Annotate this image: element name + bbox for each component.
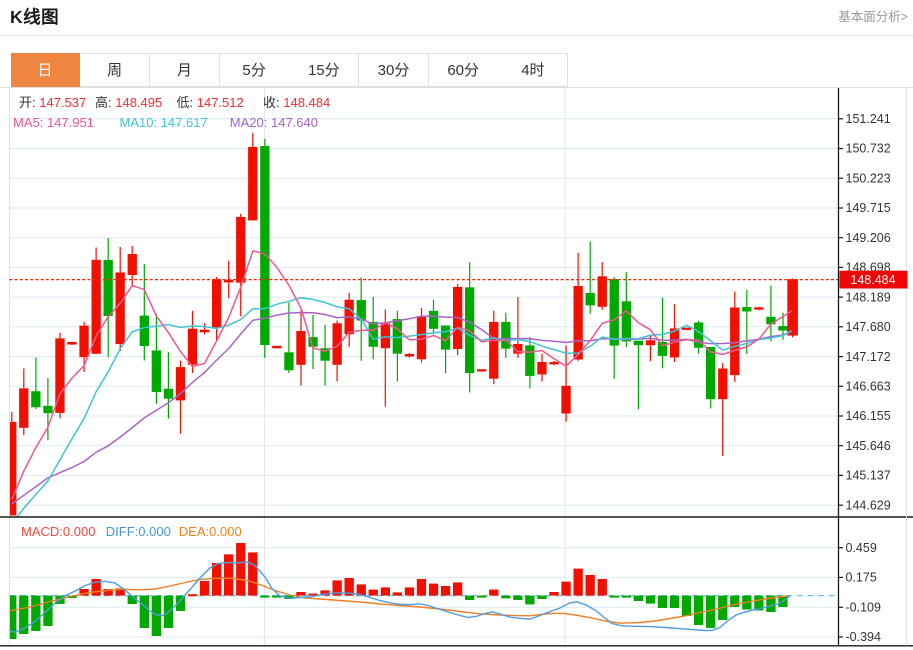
svg-text:148.189: 148.189 xyxy=(846,290,891,304)
svg-text:151.241: 151.241 xyxy=(846,112,891,126)
svg-text:149.206: 149.206 xyxy=(846,231,891,245)
svg-text:147.680: 147.680 xyxy=(846,320,891,334)
svg-text:0.175: 0.175 xyxy=(846,571,877,585)
svg-text:145.137: 145.137 xyxy=(846,469,891,483)
svg-text:144.629: 144.629 xyxy=(846,498,891,512)
svg-text:150.223: 150.223 xyxy=(846,171,891,185)
svg-text:-0.109: -0.109 xyxy=(846,601,881,615)
svg-text:MA5: 147.951: MA5: 147.951 xyxy=(13,115,94,130)
svg-text:DIFF:0.000: DIFF:0.000 xyxy=(106,524,171,539)
svg-text:146.155: 146.155 xyxy=(846,409,891,423)
svg-text:MA10: 147.617: MA10: 147.617 xyxy=(120,115,208,130)
svg-text:147.172: 147.172 xyxy=(846,350,891,364)
svg-text:150.732: 150.732 xyxy=(846,142,891,156)
svg-text:0.459: 0.459 xyxy=(846,541,877,555)
svg-text:低: 147.512: 低: 147.512 xyxy=(177,95,244,110)
svg-text:149.715: 149.715 xyxy=(846,201,891,215)
svg-text:145.646: 145.646 xyxy=(846,439,891,453)
svg-text:MA20: 147.640: MA20: 147.640 xyxy=(230,115,318,130)
svg-text:开: 147.537: 开: 147.537 xyxy=(19,95,86,110)
svg-text:高: 148.495: 高: 148.495 xyxy=(95,95,162,110)
svg-text:MACD:0.000: MACD:0.000 xyxy=(21,524,95,539)
svg-text:146.663: 146.663 xyxy=(846,380,891,394)
svg-text:收: 148.484: 收: 148.484 xyxy=(263,95,330,110)
svg-text:148.484: 148.484 xyxy=(850,273,895,287)
svg-text:-0.394: -0.394 xyxy=(846,630,881,644)
svg-text:DEA:0.000: DEA:0.000 xyxy=(179,524,242,539)
